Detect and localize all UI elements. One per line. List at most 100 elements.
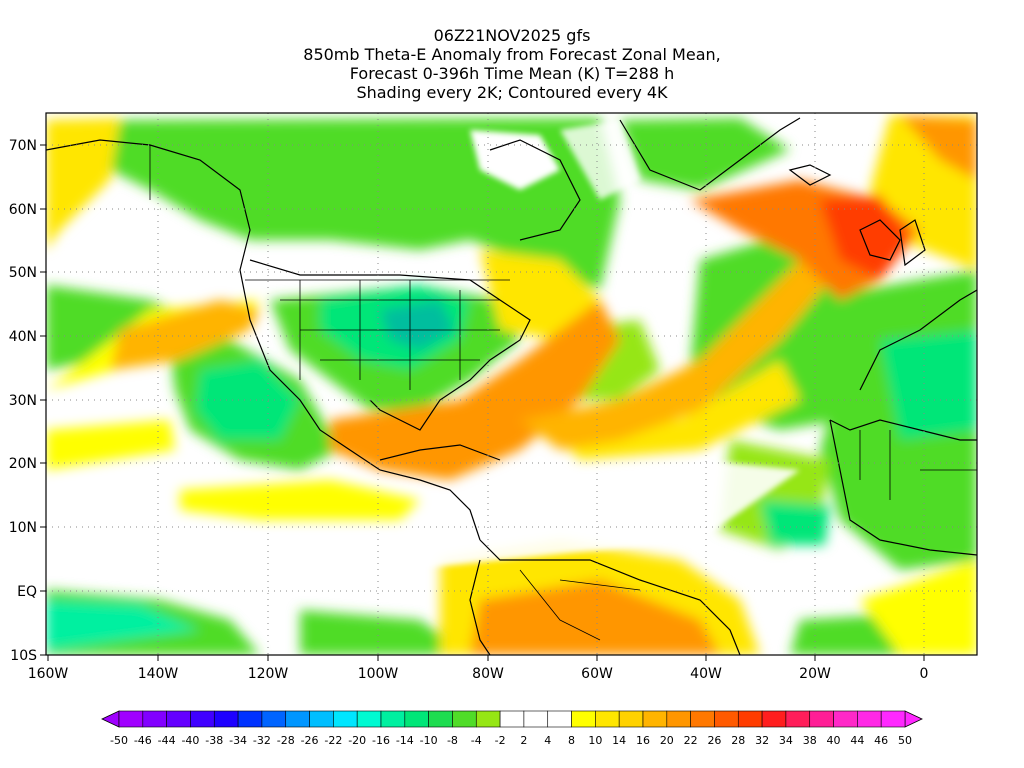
- colorbar-label: -20: [348, 734, 366, 747]
- colorbar-label: 50: [898, 734, 912, 747]
- tick-marks: [40, 144, 925, 661]
- colorbar-swatch: [785, 710, 811, 728]
- colorbar-swatch: [523, 710, 549, 728]
- colorbar-label: -10: [420, 734, 438, 747]
- colorbar-label: -40: [181, 734, 199, 747]
- colorbar-label: 4: [544, 734, 551, 747]
- colorbar-swatch: [285, 710, 310, 728]
- colorbar-swatch: [595, 710, 620, 728]
- x-tick-label: 80W: [472, 666, 504, 682]
- colorbar-label: 20: [660, 734, 674, 747]
- colorbar-swatch: [166, 710, 191, 728]
- colorbar-swatch: [547, 710, 572, 728]
- colorbar-label: 2: [520, 734, 527, 747]
- colorbar-swatch: [833, 710, 858, 728]
- colorbar-swatch: [761, 710, 787, 728]
- x-axis-labels: 160W 140W 120W 100W 80W 60W 40W 20W 0: [28, 666, 929, 682]
- x-tick-label: 0: [920, 666, 929, 682]
- colorbar: -50 -46 -44 -40 -38 -34 -32 -28 -26 -22 -20 -16 -14-…: [101, 710, 923, 747]
- colorbar-label: -14: [396, 734, 414, 747]
- y-tick-label: 20N: [9, 456, 37, 472]
- x-tick-label: 60W: [581, 666, 613, 682]
- colorbar-label: 32: [755, 734, 769, 747]
- colorbar-swatch: [857, 710, 882, 728]
- colorbar-swatch: [190, 710, 215, 728]
- colorbar-swatch: [642, 710, 668, 728]
- x-tick-label: 160W: [28, 666, 69, 682]
- colorbar-label: 22: [684, 734, 698, 747]
- shaded-field: [46, 113, 977, 655]
- title-line-3: Forecast 0-396h Time Mean (K) T=288 h: [349, 64, 675, 83]
- plot-frame: [45, 112, 978, 656]
- grid-lines: [46, 113, 977, 655]
- colorbar-swatch: [309, 710, 334, 728]
- x-tick-label: 140W: [138, 666, 179, 682]
- colorbar-label: -8: [447, 734, 458, 747]
- y-tick-label: 40N: [9, 329, 37, 345]
- colorbar-label: 28: [731, 734, 745, 747]
- colorbar-label: -4: [471, 734, 482, 747]
- y-tick-label: EQ: [17, 584, 37, 600]
- colorbar-label: 10: [588, 734, 602, 747]
- colorbar-label: 46: [874, 734, 888, 747]
- colorbar-swatch: [237, 710, 263, 728]
- colorbar-min-arrow: [101, 710, 120, 728]
- colorbar-label: -50: [110, 734, 128, 747]
- colorbar-label: 16: [636, 734, 650, 747]
- colorbar-swatch: [380, 710, 406, 728]
- colorbar-label: -22: [324, 734, 342, 747]
- colorbar-label: 8: [568, 734, 575, 747]
- colorbar-swatch: [213, 710, 239, 728]
- colorbar-label: -44: [158, 734, 176, 747]
- x-tick-label: 120W: [248, 666, 289, 682]
- colorbar-swatch: [142, 710, 167, 728]
- y-tick-label: 50N: [9, 265, 37, 281]
- borders: [149, 145, 977, 641]
- title-line-4: Shading every 2K; Contoured every 4K: [356, 83, 668, 102]
- colorbar-label: -32: [253, 734, 271, 747]
- x-tick-label: 40W: [690, 666, 722, 682]
- colorbar-label: 40: [827, 734, 841, 747]
- colorbar-label: -26: [301, 734, 319, 747]
- colorbar-label: 38: [803, 734, 817, 747]
- colorbar-label: 44: [850, 734, 864, 747]
- colorbar-swatch: [714, 710, 739, 728]
- colorbar-swatch: [475, 710, 501, 728]
- title-line-1: 06Z21NOV2025 gfs: [433, 26, 591, 45]
- colorbar-label: 34: [779, 734, 793, 747]
- y-tick-label: 30N: [9, 393, 37, 409]
- colorbar-swatch: [404, 710, 429, 728]
- colorbar-swatch: [261, 710, 287, 728]
- colorbar-swatch: [356, 710, 382, 728]
- colorbar-swatch: [809, 710, 834, 728]
- colorbar-label: 26: [707, 734, 721, 747]
- colorbar-swatch: [452, 710, 477, 728]
- colorbar-label: -34: [229, 734, 247, 747]
- y-tick-label: 70N: [9, 138, 37, 154]
- y-tick-label: 10S: [10, 648, 37, 664]
- colorbar-max-arrow: [904, 710, 923, 728]
- colorbar-label: -38: [205, 734, 223, 747]
- title-line-2: 850mb Theta-E Anomaly from Forecast Zona…: [303, 45, 721, 64]
- colorbar-label: -46: [134, 734, 152, 747]
- map-title: 06Z21NOV2025 gfs 850mb Theta-E Anomaly f…: [0, 26, 1024, 102]
- x-tick-label: 20W: [799, 666, 831, 682]
- x-tick-label: 100W: [358, 666, 399, 682]
- colorbar-label: 14: [612, 734, 626, 747]
- coastlines: [46, 117, 977, 655]
- y-tick-label: 60N: [9, 202, 37, 218]
- colorbar-swatch: [499, 710, 525, 728]
- colorbar-label: -28: [277, 734, 295, 747]
- colorbar-swatch: [333, 710, 358, 728]
- colorbar-swatch: [880, 710, 906, 728]
- colorbar-swatch: [737, 710, 763, 728]
- colorbar-swatch: [118, 710, 144, 728]
- colorbar-swatch: [666, 710, 691, 728]
- y-tick-label: 10N: [9, 520, 37, 536]
- colorbar-swatch: [571, 710, 596, 728]
- colorbar-label: -2: [495, 734, 506, 747]
- colorbar-swatch: [428, 710, 453, 728]
- colorbar-swatch: [690, 710, 715, 728]
- colorbar-label: -16: [372, 734, 390, 747]
